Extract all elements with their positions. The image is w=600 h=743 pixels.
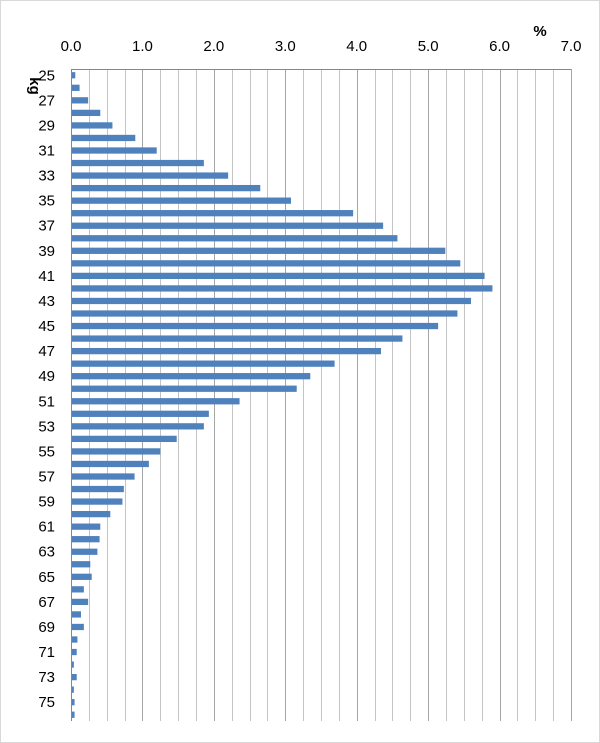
x-tick-label: 0.0: [61, 38, 82, 55]
bar-36: [71, 210, 354, 217]
bar-68: [71, 611, 81, 618]
bar-27: [71, 97, 89, 104]
y-tick-label: 73: [38, 669, 55, 686]
y-tick-label: 61: [38, 519, 55, 536]
bar-43: [71, 297, 471, 305]
bar-32: [71, 159, 204, 167]
y-tick-label: 65: [38, 569, 55, 586]
y-axis-title: kg: [26, 77, 43, 95]
bar-71: [71, 648, 77, 656]
y-tick-label: 37: [38, 218, 55, 235]
x-tick-label: 6.0: [489, 38, 510, 55]
axes: 0.0 1.0 2.0 3.0 4.0 5.0 6.0 7.0 25 27 29 31 33 35 37 39…: [38, 38, 581, 721]
y-tick-label: 35: [38, 193, 55, 210]
bar-61: [71, 523, 101, 530]
bar-49: [71, 373, 311, 380]
bar-44: [71, 310, 458, 317]
y-tick-label: 39: [38, 243, 55, 260]
x-tick-label: 7.0: [561, 38, 582, 55]
x-tick-label: 1.0: [132, 38, 153, 55]
bar-54: [71, 435, 177, 443]
bar-37: [71, 222, 384, 229]
y-tick-label: 51: [38, 393, 55, 410]
y-tick-label: 33: [38, 168, 55, 185]
bar-38: [71, 235, 398, 242]
bar-25: [71, 72, 76, 79]
y-tick-label: 47: [38, 343, 55, 360]
bar-66: [71, 586, 84, 593]
bar-39: [71, 247, 446, 254]
bars: [71, 72, 493, 718]
bar-35: [71, 197, 291, 204]
y-tick-label: 31: [38, 143, 55, 160]
bar-73: [71, 673, 77, 681]
x-tick-label: 2.0: [203, 38, 224, 55]
bar-31: [71, 147, 157, 154]
x-tick-label: 4.0: [346, 38, 367, 55]
y-tick-label: 59: [38, 494, 55, 511]
y-tick-label: 49: [38, 368, 55, 385]
bar-76: [71, 711, 75, 718]
bar-53: [71, 423, 204, 430]
bar-74: [71, 686, 74, 693]
y-tick-label: 69: [38, 619, 55, 636]
bar-50: [71, 385, 297, 392]
bar-57: [71, 473, 135, 480]
bar-56: [71, 460, 149, 468]
bar-55: [71, 448, 161, 455]
bar-33: [71, 172, 229, 179]
bar-59: [71, 498, 123, 505]
bar-69: [71, 623, 84, 631]
y-tick-label: 29: [38, 117, 55, 134]
y-tick-label: 27: [38, 92, 55, 109]
y-tick-label: 63: [38, 544, 55, 561]
y-tick-label: 57: [38, 469, 55, 486]
y-tick-label: 25: [38, 67, 55, 84]
y-tick-label: 55: [38, 443, 55, 460]
bar-72: [71, 661, 74, 668]
gridlines: [71, 69, 572, 721]
bar-67: [71, 598, 89, 606]
bar-45: [71, 322, 439, 330]
bar-48: [71, 360, 335, 367]
bar-75: [71, 699, 75, 706]
bar-58: [71, 485, 124, 493]
x-axis-title: %: [533, 23, 546, 40]
bar-63: [71, 548, 98, 555]
bar-34: [71, 184, 261, 192]
y-tick-label: 53: [38, 418, 55, 435]
bar-30: [71, 134, 136, 142]
bar-26: [71, 84, 80, 91]
bar-70: [71, 636, 78, 643]
y-tick-label: 45: [38, 318, 55, 335]
y-tick-label: 41: [38, 268, 55, 285]
bar-46: [71, 335, 403, 342]
bar-28: [71, 109, 101, 117]
bar-47: [71, 347, 381, 355]
y-tick-label: 71: [38, 644, 55, 661]
bar-62: [71, 536, 100, 543]
bar-41: [71, 272, 485, 280]
bar-65: [71, 573, 92, 580]
bar-52: [71, 410, 209, 417]
y-tick-label: 43: [38, 293, 55, 310]
bar-42: [71, 285, 493, 292]
bar-51: [71, 398, 240, 405]
bar-40: [71, 260, 461, 267]
x-tick-label: 5.0: [418, 38, 439, 55]
y-tick-label: 67: [38, 594, 55, 611]
bar-60: [71, 510, 111, 518]
bar-29: [71, 122, 113, 129]
y-tick-label: 75: [38, 694, 55, 711]
bar-64: [71, 561, 91, 568]
x-tick-label: 3.0: [275, 38, 296, 55]
